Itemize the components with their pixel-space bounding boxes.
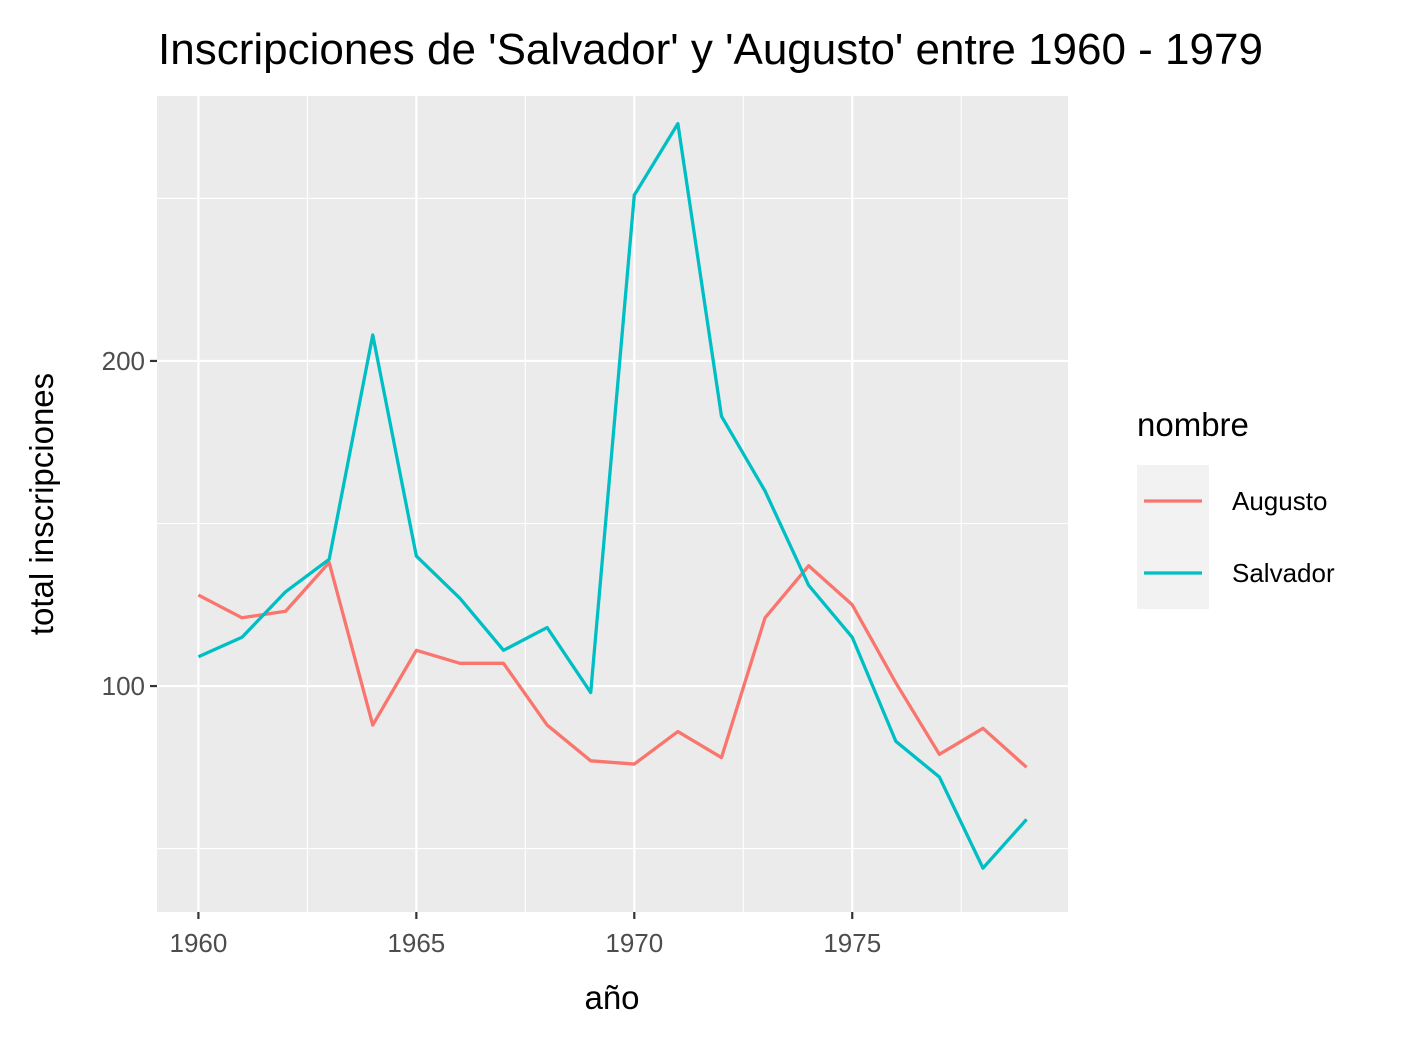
chart-title: Inscripciones de 'Salvador' y 'Augusto' … [158,25,1263,74]
legend-title: nombre [1137,406,1249,443]
y-axis: 100 200 [102,346,157,701]
legend: nombre Augusto Salvador [1137,406,1335,609]
series-line-salvador [197,121,1028,870]
x-tick-label: 1975 [823,928,881,958]
x-tick-label: 1960 [169,928,227,958]
x-axis: 1960 1965 1970 1975 [169,912,881,958]
plot-panel [157,96,1068,912]
x-tick-label: 1970 [605,928,663,958]
x-axis-title: año [584,979,639,1016]
series-line-augusto [197,560,1028,769]
y-axis-title: total inscripciones [23,373,60,635]
series-lines [197,121,1028,870]
legend-items: Augusto Salvador [1144,486,1335,588]
major-gridlines [157,96,1068,912]
minor-gridlines [157,96,1068,912]
legend-label-salvador: Salvador [1232,558,1335,588]
y-tick-label: 100 [102,671,145,701]
legend-label-augusto: Augusto [1232,486,1327,516]
x-tick-label: 1965 [387,928,445,958]
y-tick-label: 200 [102,346,145,376]
legend-key-background [1137,465,1209,609]
